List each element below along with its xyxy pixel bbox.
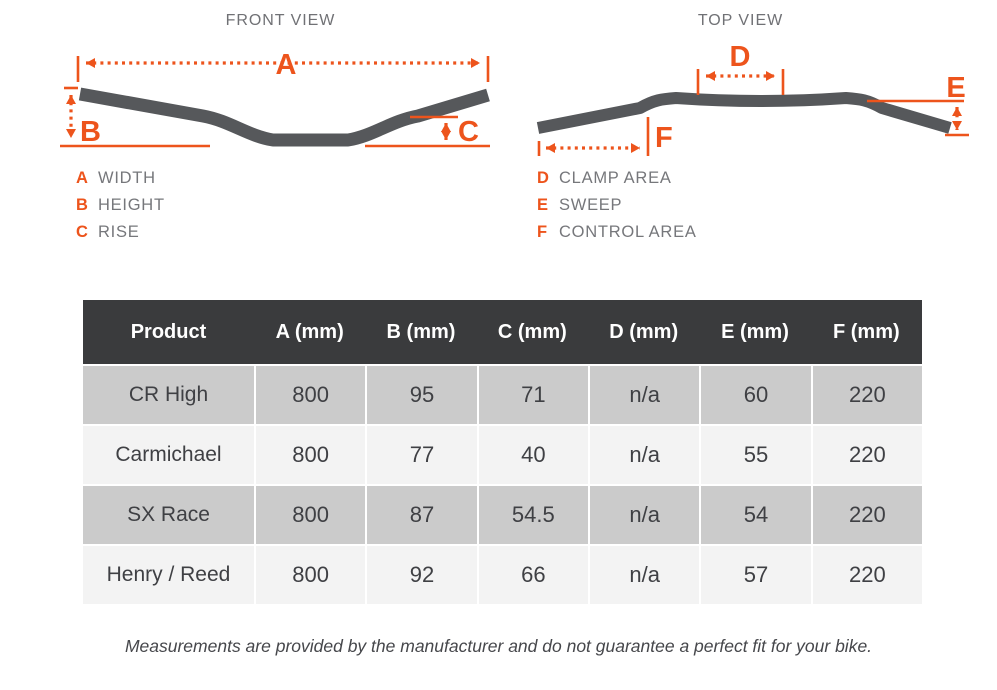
dim-label-d: D — [730, 41, 751, 73]
cell-e: 57 — [701, 546, 811, 604]
col-header-b: B (mm) — [386, 320, 456, 343]
cell-e: 60 — [701, 366, 811, 424]
cell-f: 220 — [812, 486, 922, 544]
cell-b: 95 — [367, 366, 477, 424]
legend-item-control-area: F CONTROL AREA — [537, 223, 697, 250]
legend-item-width: A WIDTH — [76, 169, 165, 196]
cell-a: 800 — [256, 546, 366, 604]
dim-label-f: F — [655, 122, 673, 154]
dimension-c-rise: C — [365, 115, 490, 148]
legend-label-height: HEIGHT — [98, 196, 165, 214]
legend-key-f: F — [537, 223, 548, 241]
cell-d: n/a — [590, 366, 700, 424]
col-header-a: A (mm) — [275, 320, 344, 343]
dimension-e-sweep: E — [867, 72, 969, 137]
table-row: SX Race 800 87 54.5 n/a 54 220 — [83, 486, 922, 544]
legend-item-clamp-area: D CLAMP AREA — [537, 169, 697, 196]
dim-label-a: A — [276, 49, 297, 81]
legend-label-clamp-area: CLAMP AREA — [559, 169, 672, 187]
cell-c: 66 — [478, 546, 588, 604]
legend-key-b: B — [76, 196, 88, 214]
handlebar-top-profile — [536, 92, 952, 134]
cell-product: Henry / Reed — [83, 546, 254, 604]
legend-label-sweep: SWEEP — [559, 196, 623, 214]
cell-f: 220 — [812, 546, 922, 604]
dimension-d-clamp-area: D — [696, 41, 785, 95]
legend-label-control-area: CONTROL AREA — [559, 223, 697, 241]
cell-a: 800 — [256, 366, 366, 424]
cell-b: 77 — [367, 426, 477, 484]
front-view-diagram: A B C — [60, 49, 490, 148]
col-header-e: E (mm) — [721, 320, 789, 343]
handlebar-front-profile — [78, 87, 490, 147]
cell-c: 71 — [478, 366, 588, 424]
cell-f: 220 — [812, 366, 922, 424]
legend-key-e: E — [537, 196, 549, 214]
cell-e: 55 — [701, 426, 811, 484]
cell-d: n/a — [590, 546, 700, 604]
cell-c: 40 — [478, 426, 588, 484]
cell-product: SX Race — [83, 486, 254, 544]
legend-key-c: C — [76, 223, 88, 241]
cell-f: 220 — [812, 426, 922, 484]
top-view-legend: D CLAMP AREA E SWEEP F CONTROL AREA — [537, 169, 697, 250]
cell-e: 54 — [701, 486, 811, 544]
legend-label-rise: RISE — [98, 223, 140, 241]
table-row: CR High 800 95 71 n/a 60 220 — [83, 366, 922, 424]
dim-label-e: E — [946, 72, 965, 104]
dim-label-c: C — [458, 116, 479, 148]
spec-table: Product A (mm) B (mm) C (mm) D (mm) E (m… — [83, 300, 922, 604]
table-header-row: Product A (mm) B (mm) C (mm) D (mm) E (m… — [83, 300, 922, 364]
cell-b: 87 — [367, 486, 477, 544]
cell-d: n/a — [590, 426, 700, 484]
legend-item-sweep: E SWEEP — [537, 196, 697, 223]
cell-b: 92 — [367, 546, 477, 604]
top-view-title: TOP VIEW — [697, 12, 784, 29]
cell-a: 800 — [256, 486, 366, 544]
front-view-title: FRONT VIEW — [225, 12, 336, 29]
dimension-b-height: B — [60, 86, 210, 148]
col-header-f: F (mm) — [832, 320, 900, 343]
col-header-c: C (mm) — [497, 320, 567, 343]
legend-key-d: D — [537, 169, 549, 187]
dimension-a-width: A — [76, 49, 490, 82]
cell-d: n/a — [590, 486, 700, 544]
measurements-disclaimer: Measurements are provided by the manufac… — [124, 636, 873, 656]
legend-item-height: B HEIGHT — [76, 196, 165, 223]
front-view-legend: A WIDTH B HEIGHT C RISE — [76, 169, 165, 250]
legend-label-width: WIDTH — [98, 169, 156, 187]
top-view-diagram: D E F — [536, 41, 969, 156]
table-row: Henry / Reed 800 92 66 n/a 57 220 — [83, 546, 922, 604]
table-row: Carmichael 800 77 40 n/a 55 220 — [83, 426, 922, 484]
cell-c: 54.5 — [478, 486, 588, 544]
dim-label-b: B — [80, 116, 101, 148]
cell-product: Carmichael — [83, 426, 254, 484]
cell-a: 800 — [256, 426, 366, 484]
cell-product: CR High — [83, 366, 254, 424]
col-header-product: Product — [130, 320, 207, 343]
legend-item-rise: C RISE — [76, 223, 165, 250]
legend-key-a: A — [76, 169, 88, 187]
col-header-d: D (mm) — [609, 320, 679, 343]
dimension-f-control-area: F — [537, 117, 673, 156]
